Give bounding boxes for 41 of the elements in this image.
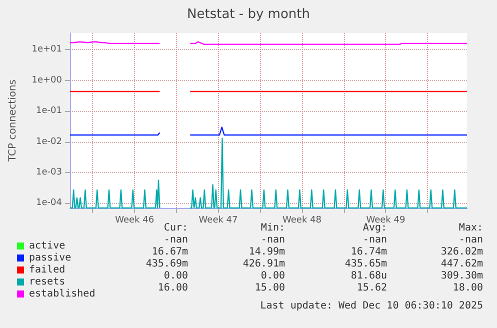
y-tick-label: 1e-03 bbox=[36, 168, 62, 178]
text: 14.99m bbox=[248, 246, 285, 258]
legend-label: resets bbox=[29, 276, 66, 288]
text: 16.67m bbox=[152, 246, 188, 258]
x-tick-label: Week 47 bbox=[198, 216, 238, 226]
text: 15.00 bbox=[254, 282, 286, 294]
y-tick-label: 1e-01 bbox=[36, 106, 62, 116]
text: -nan bbox=[362, 234, 388, 246]
y-tick-label: 1e+01 bbox=[32, 44, 62, 55]
y-tick-label: 1e-04 bbox=[36, 198, 62, 208]
legend-label: active bbox=[29, 240, 66, 252]
text: 15.62 bbox=[356, 282, 388, 294]
text: 326.02m bbox=[440, 246, 484, 258]
text: 447.62m bbox=[440, 258, 484, 270]
text: Avg: bbox=[362, 222, 388, 234]
x-tick-label: Week 46 bbox=[115, 216, 154, 226]
text: 18.00 bbox=[452, 282, 484, 294]
text: Max: bbox=[458, 222, 484, 234]
text: 435.69m bbox=[146, 258, 188, 270]
text: -nan bbox=[164, 234, 188, 246]
text: 435.65m bbox=[344, 258, 388, 270]
text: 426.91m bbox=[242, 258, 286, 270]
text: 16.74m bbox=[350, 246, 387, 258]
legend-label: passive bbox=[29, 252, 72, 264]
text: Last update: Wed Dec 10 06:30:10 2025 bbox=[260, 300, 484, 312]
text: -nan bbox=[260, 234, 286, 246]
text: -nan bbox=[458, 234, 484, 246]
chart-title: Netstat - by month bbox=[187, 7, 310, 22]
y-tick-label: 1e+00 bbox=[32, 75, 62, 86]
text: 309.30m bbox=[440, 270, 484, 282]
text: Min: bbox=[260, 222, 286, 234]
text: 0.00 bbox=[260, 270, 286, 282]
legend-label: failed bbox=[29, 264, 66, 276]
y-axis-title: TCP connections bbox=[8, 79, 18, 163]
text: 16.00 bbox=[158, 282, 188, 294]
text: 81.68u bbox=[350, 270, 387, 282]
legend-label: established bbox=[29, 288, 96, 300]
x-tick-label: Week 48 bbox=[282, 216, 322, 226]
text: 0.00 bbox=[164, 270, 188, 282]
text: Cur: bbox=[164, 222, 188, 234]
y-tick-label: 1e-02 bbox=[36, 136, 62, 147]
